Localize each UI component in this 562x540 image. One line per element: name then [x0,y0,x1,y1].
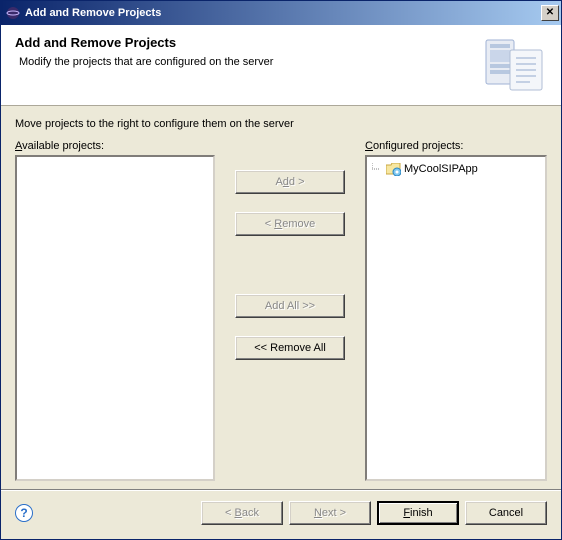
tree-connector-icon [371,162,385,176]
wizard-content: Move projects to the right to configure … [1,106,561,489]
columns: Available projects: Add > < Remove Add A… [15,140,547,481]
wizard-footer: ? < Back Next > Finish Cancel [1,491,561,539]
close-button[interactable]: ✕ [541,5,559,21]
available-rest: vailable projects: [22,140,104,152]
configured-listbox[interactable]: MyCoolSIPApp [365,155,547,481]
configured-mnemonic: C [365,140,373,152]
cancel-button[interactable]: Cancel [465,501,547,525]
add-button[interactable]: Add > [235,170,345,194]
wizard-header-text: Add and Remove Projects Modify the proje… [15,35,479,68]
available-label: Available projects: [15,140,215,152]
back-button[interactable]: < Back [201,501,283,525]
available-listbox[interactable] [15,155,215,481]
tree-item[interactable]: MyCoolSIPApp [369,159,543,179]
remove-all-button[interactable]: << Remove All [235,336,345,360]
wizard-subtitle: Modify the projects that are configured … [19,56,479,68]
configured-rest: onfigured projects: [373,140,464,152]
available-column: Available projects: [15,140,215,481]
wizard-title: Add and Remove Projects [15,35,479,50]
finish-button[interactable]: Finish [377,501,459,525]
tree-item-label: MyCoolSIPApp [404,163,478,175]
remove-button[interactable]: < Remove [235,212,345,236]
dialog-window: Add and Remove Projects ✕ Add and Remove… [0,0,562,540]
wizard-header: Add and Remove Projects Modify the proje… [1,25,561,106]
window-title: Add and Remove Projects [25,7,541,19]
configured-column: Configured projects: MyCoolSIPApp [365,140,547,481]
help-icon[interactable]: ? [15,504,33,522]
instruction-text: Move projects to the right to configure … [15,118,547,130]
eclipse-icon [5,5,21,21]
transfer-buttons: Add > < Remove Add All >> << Remove All [215,140,365,481]
project-icon [385,161,401,177]
next-button[interactable]: Next > [289,501,371,525]
add-all-button[interactable]: Add All >> [235,294,345,318]
titlebar: Add and Remove Projects ✕ [1,1,561,25]
wizard-banner-icon [479,35,551,95]
configured-label: Configured projects: [365,140,547,152]
